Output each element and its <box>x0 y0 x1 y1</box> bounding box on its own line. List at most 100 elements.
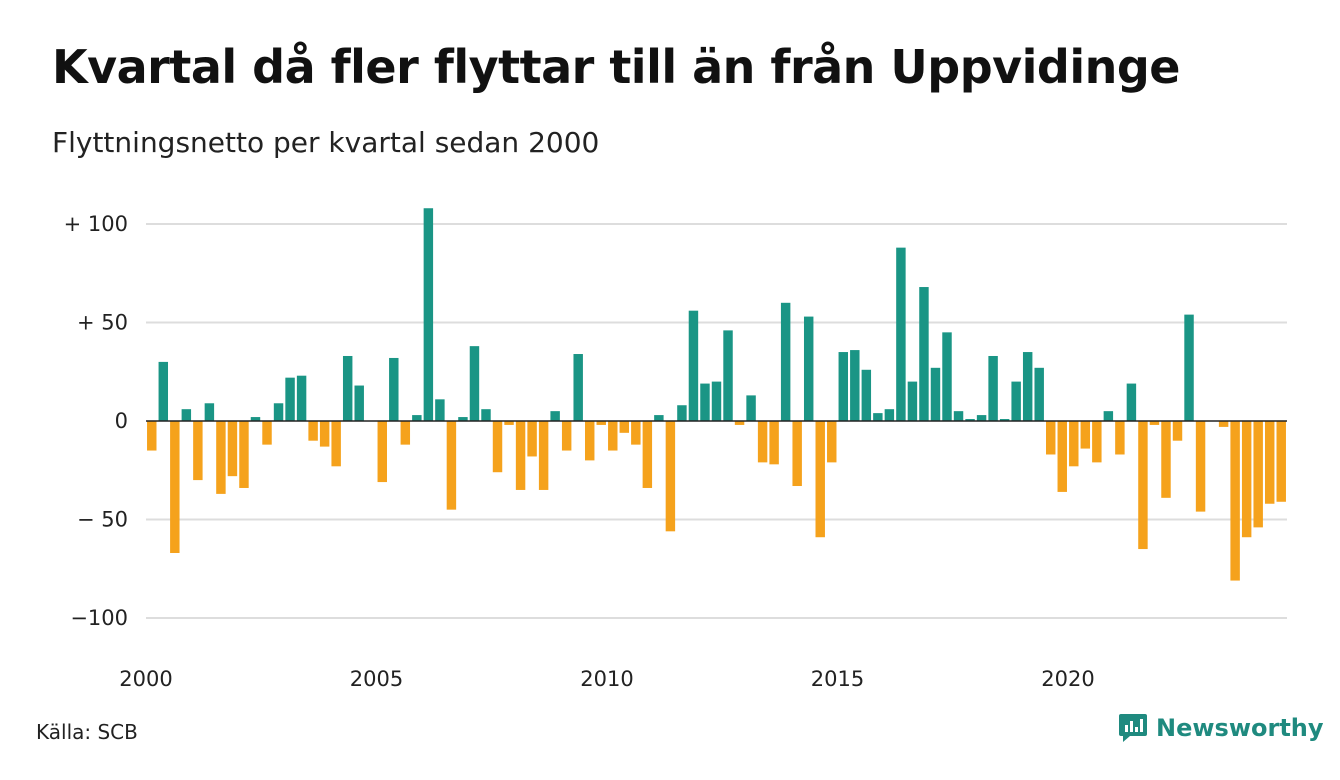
bar <box>907 381 918 421</box>
bar <box>988 355 998 421</box>
bar <box>561 421 572 451</box>
bar <box>896 247 906 421</box>
bar <box>250 417 261 421</box>
bar <box>158 361 169 421</box>
bar <box>1195 421 1206 512</box>
bar <box>1253 421 1263 528</box>
y-tick-label: − 50 <box>77 508 128 532</box>
bar <box>838 352 848 421</box>
bars <box>147 208 1286 581</box>
bar <box>942 332 952 421</box>
x-tick-label: 2015 <box>811 667 864 691</box>
bar <box>181 409 192 421</box>
bar <box>1103 411 1114 421</box>
bar <box>688 310 699 421</box>
bar <box>331 421 341 467</box>
bar <box>239 421 249 488</box>
bar <box>204 403 215 421</box>
y-tick-label: + 100 <box>64 212 128 236</box>
bar <box>573 354 583 421</box>
bar <box>780 302 791 421</box>
bar <box>342 355 353 421</box>
bar <box>1080 421 1091 449</box>
bar <box>308 421 318 441</box>
bar <box>492 421 503 473</box>
bar <box>930 367 941 421</box>
bar <box>769 421 779 465</box>
bar <box>884 409 895 421</box>
bar <box>757 421 768 463</box>
bar <box>446 421 457 510</box>
bar <box>723 330 733 421</box>
brand-name: Newsworthy <box>1156 714 1324 742</box>
bar <box>919 287 929 421</box>
bar <box>677 405 687 421</box>
bar <box>1022 352 1033 421</box>
bar <box>700 383 710 421</box>
bar <box>1126 383 1137 421</box>
chart-title: Kvartal då fler flyttar till än från Upp… <box>52 40 1180 94</box>
bar <box>803 316 814 421</box>
bar <box>550 411 560 421</box>
bar <box>285 377 295 421</box>
bar <box>262 421 272 445</box>
bar <box>976 415 987 421</box>
bar <box>1069 421 1079 467</box>
bar <box>596 421 606 425</box>
bar <box>711 381 722 421</box>
grid-lines <box>146 223 1287 619</box>
bar <box>642 421 653 488</box>
chat-bubble-chart-icon <box>1119 714 1147 742</box>
bar <box>377 421 387 483</box>
y-tick-label: + 50 <box>77 311 128 335</box>
bar <box>746 395 756 421</box>
bar <box>147 421 157 451</box>
bar <box>1241 421 1252 538</box>
chart-subtitle: Flyttningsnetto per kvartal sedan 2000 <box>52 126 600 159</box>
bar <box>654 415 664 421</box>
bar <box>608 421 618 451</box>
x-tick-label: 2010 <box>580 667 633 691</box>
bar <box>953 411 964 421</box>
x-tick-label: 2020 <box>1041 667 1094 691</box>
bar <box>1092 421 1102 463</box>
bar <box>504 421 514 425</box>
bar <box>619 421 630 433</box>
bar <box>538 421 549 490</box>
bar <box>1276 421 1286 502</box>
bar <box>423 208 434 421</box>
bar <box>873 413 883 421</box>
bar <box>850 350 860 421</box>
axes: + 100 + 50 0 − 50 −100 2000 2005 2010 2015 2020 <box>64 212 1287 691</box>
bar <box>861 369 872 421</box>
bar <box>827 421 837 463</box>
bar <box>354 385 364 421</box>
bar <box>389 357 399 421</box>
bar <box>273 403 284 421</box>
bar <box>216 421 226 494</box>
bar <box>170 421 180 553</box>
bar <box>1115 421 1125 455</box>
bar <box>458 417 468 421</box>
bar <box>296 375 307 421</box>
bar <box>665 421 676 532</box>
y-tick-label: −100 <box>70 606 128 630</box>
bar <box>792 421 802 487</box>
x-tick-label: 2005 <box>350 667 403 691</box>
bar <box>815 421 825 538</box>
bar <box>412 415 422 421</box>
bar <box>481 409 491 421</box>
bar <box>227 421 238 477</box>
bar <box>1218 421 1229 427</box>
bar <box>1138 421 1148 550</box>
bar <box>527 421 537 457</box>
bar <box>1149 421 1160 425</box>
bar <box>400 421 411 445</box>
bar <box>1230 421 1240 581</box>
bar <box>585 421 595 461</box>
x-tick-label: 2000 <box>119 667 172 691</box>
bar <box>1034 367 1044 421</box>
bar <box>515 421 526 490</box>
brand-logo: Newsworthy <box>1118 712 1324 744</box>
